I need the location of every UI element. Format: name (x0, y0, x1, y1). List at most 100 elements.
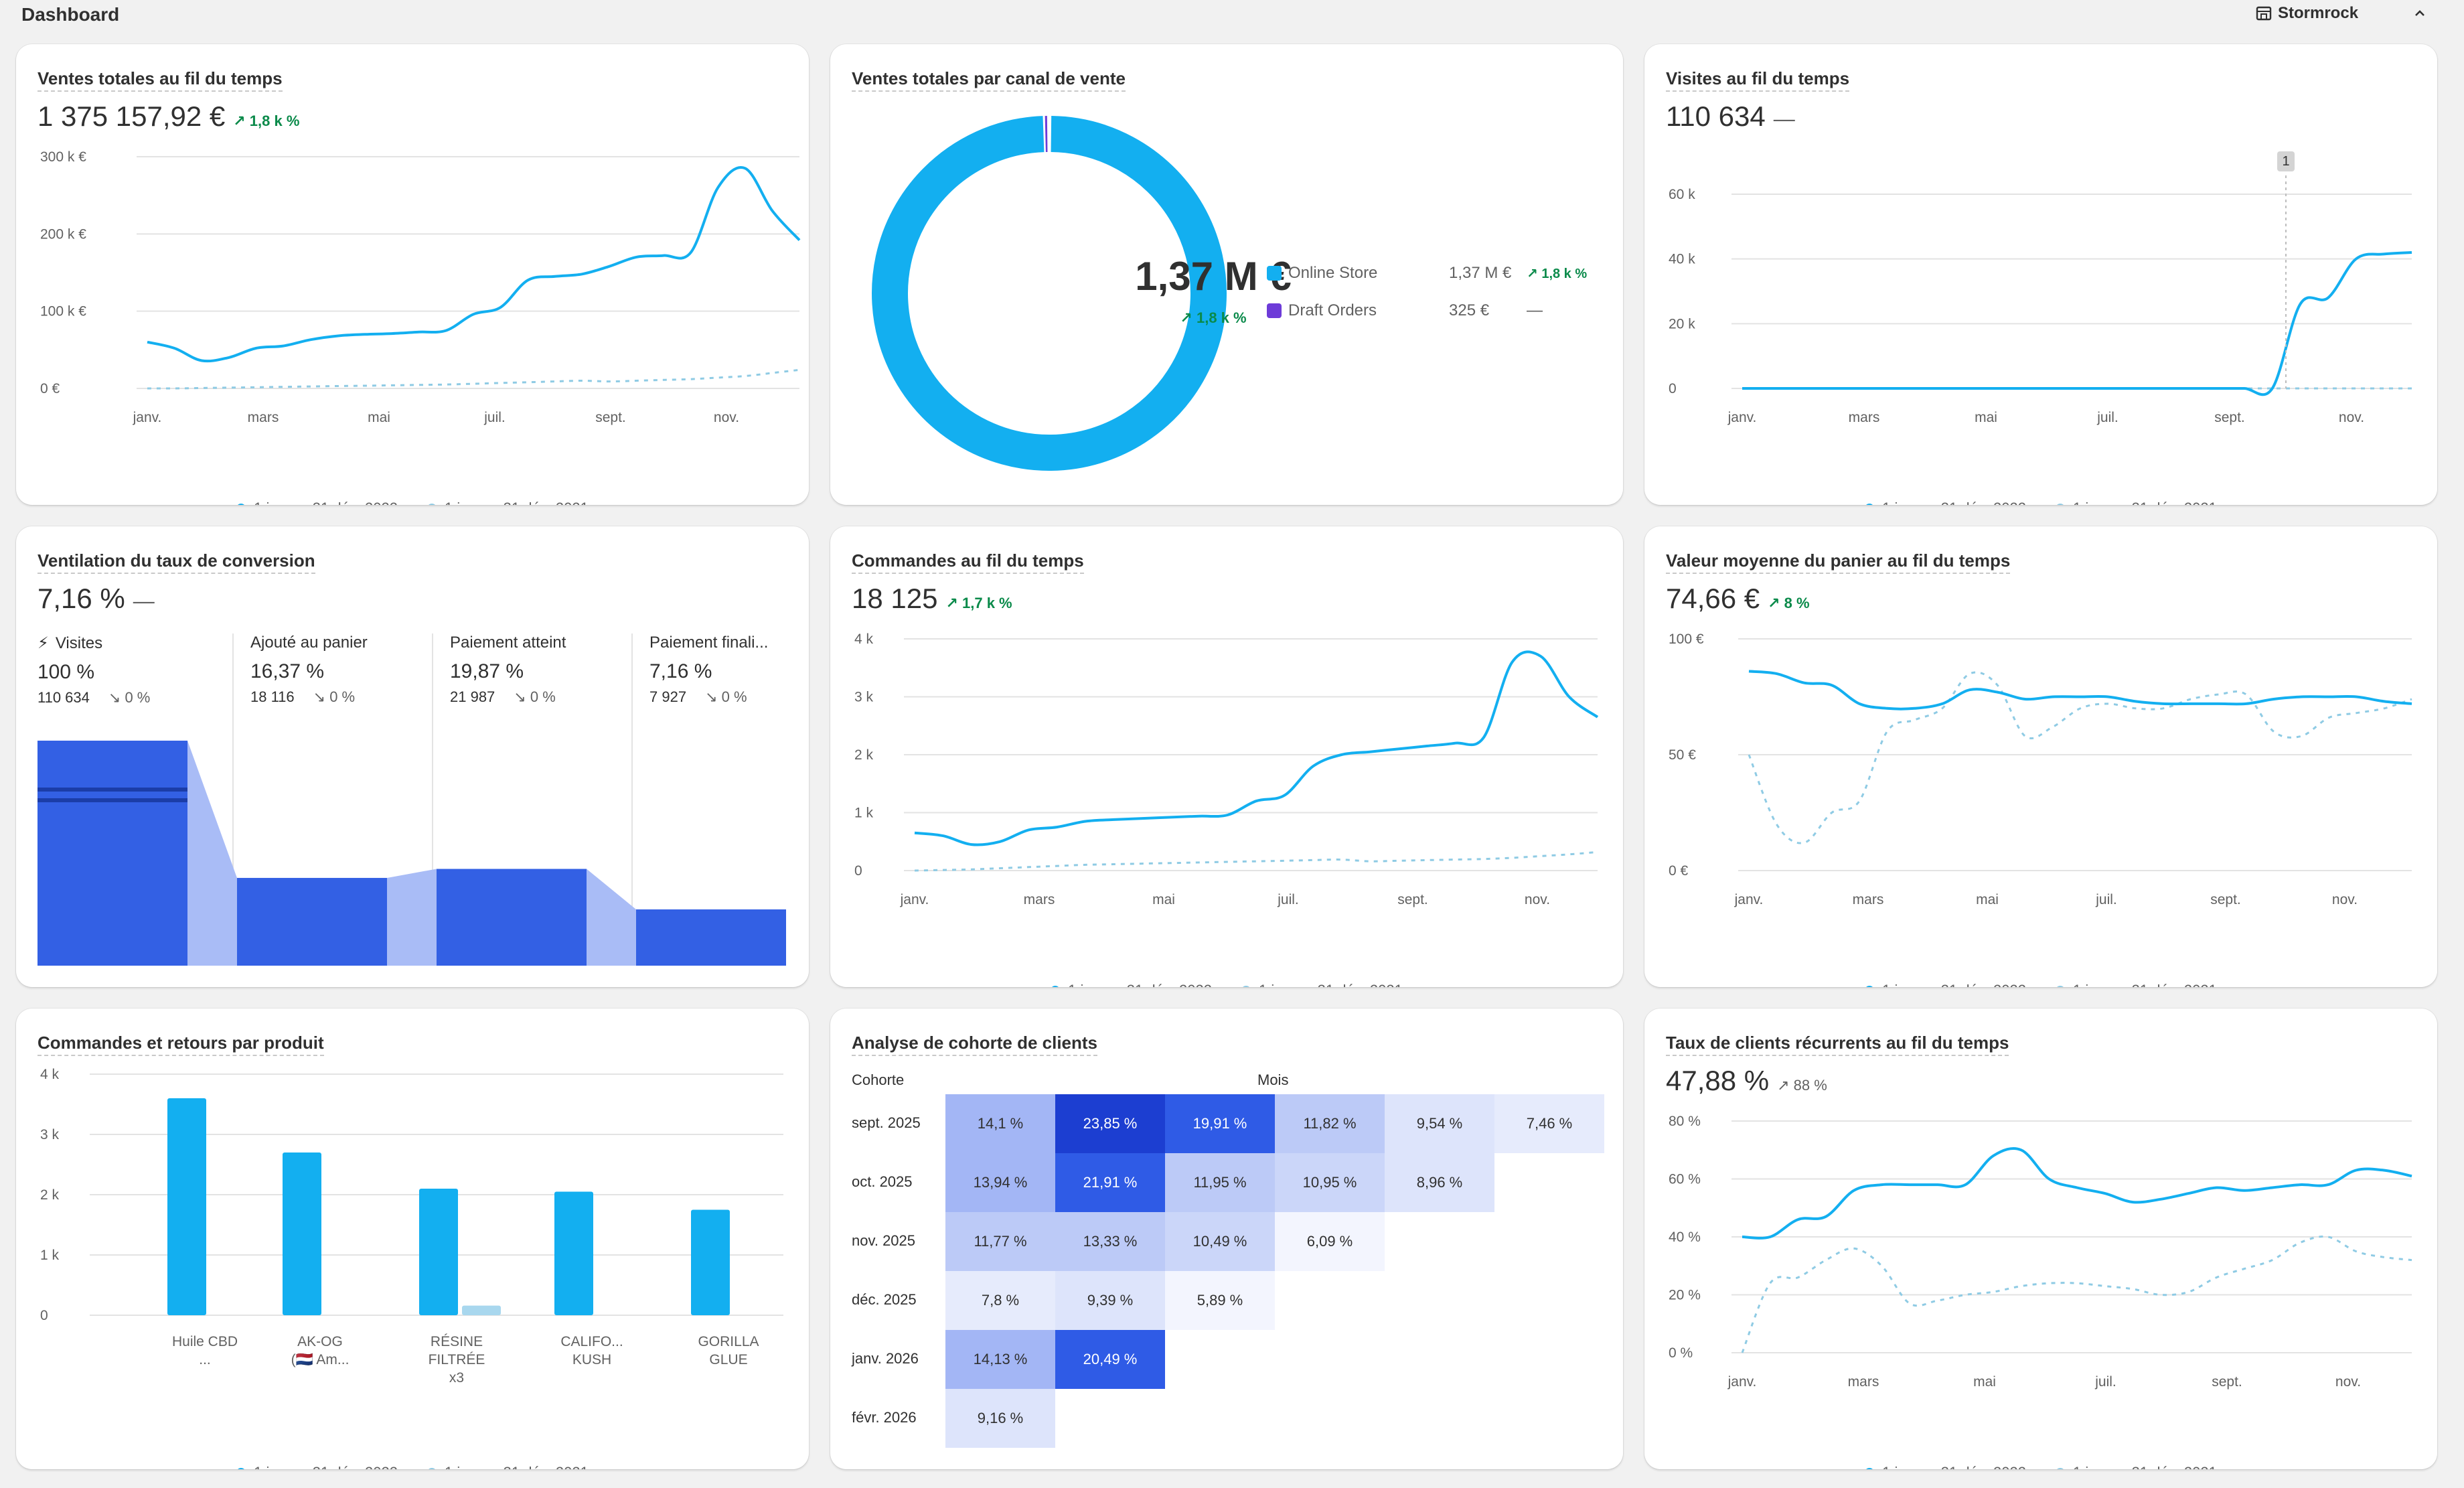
legend-item-previous[interactable]: 1 janv. – 31 déc. 2021 (427, 1464, 589, 1469)
y-tick-label: 40 k (1669, 252, 1695, 267)
channel-row-online-store[interactable]: Online Store 1,37 M € ↗ 1,8 k % (1267, 264, 1587, 283)
x-tick-label: janv. (900, 892, 929, 907)
funnel-bar[interactable] (37, 741, 187, 966)
y-tick-label: 1 k (854, 806, 874, 821)
cohort-cell[interactable]: 11,77 % (945, 1212, 1055, 1271)
funnel-bar[interactable] (636, 909, 786, 966)
card-visits: 60 k 40 k 20 k 0 janv. mars mai juil. sept. nov. … (1644, 44, 2437, 505)
x-tick-label: mars (1848, 1374, 1879, 1390)
legend-item-current[interactable]: 1 janv. – 31 déc. 2022 (1865, 500, 2026, 505)
legend-item-previous[interactable]: 1 janv. – 31 déc. 2021 (2056, 500, 2217, 505)
card-title[interactable]: Valeur moyenne du panier au fil du temps (1666, 550, 2011, 574)
card-title[interactable]: Commandes et retours par produit (37, 1033, 324, 1056)
series-line-current[interactable] (1742, 251, 2412, 396)
funnel-step-visits[interactable]: ⚡ Visites 100 % 110 634 ↘ 0 % (37, 634, 151, 706)
card-title[interactable]: Ventes totales au fil du temps (37, 68, 283, 92)
funnel-step-checkout-completed[interactable]: Paiement finali... 7,16 % 7 927 ↘ 0 % (649, 634, 769, 705)
bar-current[interactable] (419, 1189, 458, 1315)
y-tick-label: 0 (40, 1308, 48, 1323)
x-tick-label: mai (1973, 1374, 1996, 1390)
cohort-cell[interactable]: 5,89 % (1165, 1271, 1275, 1330)
funnel-bar[interactable] (437, 869, 587, 966)
funnel-step-checkout-reached[interactable]: Paiement atteint 19,87 % 21 987 ↘ 0 % (450, 634, 566, 705)
legend-item-current[interactable]: 1 janv. – 31 déc. 2022 (1865, 982, 2026, 987)
series-line-previous[interactable] (1741, 1236, 2412, 1353)
y-tick-label: 50 € (1669, 747, 1696, 763)
cohort-cell[interactable]: 8,96 % (1385, 1153, 1494, 1212)
funnel-stripe (37, 798, 187, 802)
bar-current[interactable] (691, 1209, 730, 1316)
cohort-cell[interactable]: 14,1 % (945, 1094, 1055, 1153)
y-tick-label: 0 % (1669, 1345, 1693, 1361)
cohort-column-header: Cohorte (852, 1071, 905, 1088)
cohort-cell[interactable]: 13,33 % (1055, 1212, 1165, 1271)
x-tick-label: juil. (1277, 892, 1299, 907)
cohort-row-label: janv. 2026 (852, 1350, 919, 1367)
cohort-cell[interactable]: 10,95 % (1275, 1153, 1385, 1212)
cohort-cell[interactable]: 9,54 % (1385, 1094, 1494, 1153)
card-title[interactable]: Analyse de cohorte de clients (852, 1033, 1098, 1056)
legend-item-previous[interactable]: 1 janv. – 31 déc. 2021 (1241, 982, 1403, 987)
y-tick-label: 80 % (1669, 1114, 1701, 1129)
bar-current[interactable] (167, 1098, 206, 1315)
x-tick-label: janv. (1727, 1374, 1757, 1390)
x-category-label: AK-OG (🇳🇱 Am... (291, 1334, 350, 1367)
cohort-cell[interactable]: 13,94 % (945, 1153, 1055, 1212)
card-title[interactable]: Commandes au fil du temps (852, 550, 1084, 574)
legend-item-current[interactable]: 1 janv. – 31 déc. 2022 (236, 1464, 398, 1469)
cohort-row-label: oct. 2025 (852, 1173, 913, 1190)
bar-current[interactable] (554, 1191, 593, 1316)
series-line-current[interactable] (914, 650, 1599, 846)
card-title[interactable]: Ventes totales par canal de vente (852, 68, 1126, 92)
y-tick-label: 4 k (40, 1067, 60, 1082)
cohort-cell[interactable]: 11,95 % (1165, 1153, 1275, 1212)
cohort-cell[interactable]: 9,16 % (945, 1389, 1055, 1448)
x-category-label: CALIFO... KUSH (560, 1334, 623, 1367)
series-line-previous[interactable] (147, 368, 800, 390)
cohort-cell[interactable]: 6,09 % (1275, 1212, 1385, 1271)
series-line-current[interactable] (1748, 670, 2412, 711)
series-line-previous[interactable] (1748, 671, 2412, 844)
channel-row-draft-orders[interactable]: Draft Orders 325 € — (1267, 301, 1543, 320)
card-title[interactable]: Ventilation du taux de conversion (37, 550, 315, 574)
legend-item-current[interactable]: 1 janv. – 31 déc. 2022 (1865, 1464, 2026, 1469)
legend-item-current[interactable]: 1 janv. – 31 déc. 2022 (236, 500, 398, 505)
cohort-cell[interactable]: 10,49 % (1165, 1212, 1275, 1271)
cohort-cell[interactable]: 21,91 % (1055, 1153, 1165, 1212)
cohort-cell[interactable]: 20,49 % (1055, 1330, 1165, 1389)
series-line-current[interactable] (147, 166, 801, 363)
cohort-cell[interactable]: 7,46 % (1494, 1094, 1604, 1153)
sales-line-chart: 300 k € 200 k € 100 k € 0 € janv. mars mai juil… (40, 149, 801, 425)
y-tick-label: 0 € (40, 381, 60, 396)
bar-current[interactable] (283, 1152, 321, 1315)
donut-slice-online-store[interactable] (872, 116, 1227, 471)
cohort-cell[interactable]: 19,91 % (1165, 1094, 1275, 1153)
products-bar-chart: 4 k 3 k 2 k 1 k 0 (40, 1067, 783, 1323)
x-tick-label: juil. (2094, 1374, 2116, 1390)
store-selector[interactable]: Stormrock (2255, 4, 2358, 23)
bar-previous[interactable] (462, 1305, 501, 1315)
visits-line-chart: 60 k 40 k 20 k 0 janv. mars mai juil. sept. nov. (1669, 175, 2412, 425)
cohort-cell[interactable]: 14,13 % (945, 1330, 1055, 1389)
card-title[interactable]: Visites au fil du temps (1666, 68, 1850, 92)
metric-value: 47,88 % (1666, 1065, 1770, 1096)
series-line-current[interactable] (1742, 1146, 2412, 1240)
x-tick-label: nov. (2339, 410, 2364, 425)
legend-item-current[interactable]: 1 janv. – 31 déc. 2022 (1051, 982, 1212, 987)
x-tick-label: sept. (2210, 892, 2241, 907)
legend-item-previous[interactable]: 1 janv. – 31 déc. 2021 (2056, 982, 2217, 987)
funnel-step-add-to-cart[interactable]: Ajouté au panier 16,37 % 18 116 ↘ 0 % (250, 634, 368, 705)
series-line-previous[interactable] (914, 850, 1598, 872)
y-tick-label: 3 k (854, 690, 874, 705)
card-title[interactable]: Taux de clients récurrents au fil du tem… (1666, 1033, 2009, 1056)
funnel-bar[interactable] (237, 877, 387, 966)
x-tick-label: mars (1853, 892, 1884, 907)
legend-item-previous[interactable]: 1 janv. – 31 déc. 2021 (2056, 1464, 2217, 1469)
annotation-marker[interactable]: 1 (2277, 151, 2295, 171)
cohort-cell[interactable]: 9,39 % (1055, 1271, 1165, 1330)
legend-item-previous[interactable]: 1 janv. – 31 déc. 2021 (427, 500, 589, 505)
cohort-cell[interactable]: 23,85 % (1055, 1094, 1165, 1153)
cohort-cell[interactable]: 11,82 % (1275, 1094, 1385, 1153)
chevron-up-icon[interactable] (2408, 1, 2432, 25)
cohort-cell[interactable]: 7,8 % (945, 1271, 1055, 1330)
